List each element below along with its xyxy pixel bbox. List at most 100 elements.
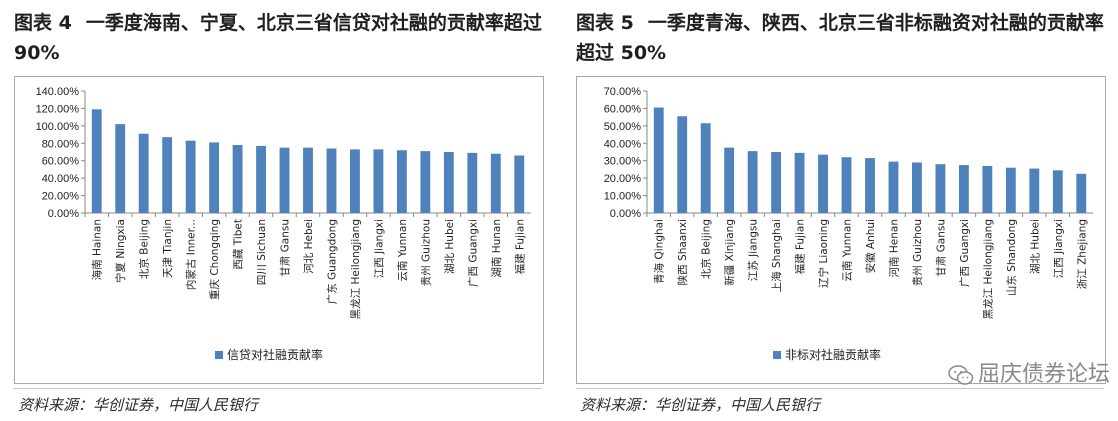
bar xyxy=(865,158,875,213)
bar xyxy=(653,107,664,213)
figure-5-number: 图表 5 xyxy=(576,12,634,34)
x-category-label: 贵州 Guizhou xyxy=(911,219,924,286)
x-category-label: 贵州 Guizhou xyxy=(419,219,432,286)
x-category-label: 海南 Hainan xyxy=(91,219,104,280)
bar xyxy=(303,147,313,213)
figure-4-divider xyxy=(14,388,542,389)
figure-4-panel: 图表 4 一季度海南、宁夏、北京三省信贷对社融的贡献率超过 90% 140.00%… xyxy=(0,0,556,421)
bar xyxy=(958,165,969,213)
y-tick-label: 20.00% xyxy=(42,191,80,203)
x-category-label: 湖南 Hunan xyxy=(490,219,503,278)
bar xyxy=(373,149,384,213)
bar xyxy=(818,154,828,213)
figure-4-source: 资料来源：华创证券，中国人民银行 xyxy=(18,396,259,414)
x-category-label: 江苏 Jiangsu xyxy=(747,219,760,281)
y-tick-label: 20.00% xyxy=(604,173,642,185)
bar xyxy=(794,152,805,213)
bar xyxy=(888,161,899,213)
y-tick-label: 100.00% xyxy=(36,121,80,133)
figure-4-title-text: 一季度海南、宁夏、北京三省信贷对社融的贡献率超过 90% xyxy=(14,12,542,64)
y-tick-label: 0.00% xyxy=(48,208,79,220)
y-tick-label: 140.00% xyxy=(36,86,80,98)
y-tick-label: 120.00% xyxy=(36,103,80,115)
x-category-label: 辽宁 Liaoning xyxy=(817,219,830,288)
x-category-label: 天津 Tianjin xyxy=(162,219,174,278)
bar xyxy=(771,152,782,213)
bar xyxy=(677,116,688,213)
x-category-label: 宁夏 Ningxia xyxy=(114,219,127,283)
x-category-label: 安徽 Anhui xyxy=(864,219,877,273)
figure-5-title-text: 一季度青海、陕西、北京三省非标融资对社融的贡献率超过 50% xyxy=(576,12,1104,64)
x-category-label: 湖北 Hubei xyxy=(1029,219,1041,274)
bar xyxy=(841,157,852,213)
y-tick-label: 70.00% xyxy=(604,86,642,98)
bar xyxy=(209,142,220,213)
bar xyxy=(279,147,290,213)
figure-5-bar-chart: 70.00% 60.00% 50.00% 40.00% 30.00% 20.00% 10.0… xyxy=(604,86,1093,362)
x-category-label: 陕西 Shaanxi xyxy=(676,219,689,285)
bar xyxy=(935,164,946,213)
bar xyxy=(490,153,501,213)
y-tick-label: 10.00% xyxy=(604,191,642,203)
bar xyxy=(443,152,454,213)
x-category-label: 新疆 Xinjiang xyxy=(723,219,736,286)
watermark: 屈庆债券论坛 xyxy=(948,356,1110,388)
y-tick-label: 60.00% xyxy=(42,156,80,168)
figure-4-number: 图表 4 xyxy=(14,12,72,34)
bar xyxy=(982,165,993,213)
x-category-label: 上海 Shanghai xyxy=(770,219,783,292)
x-category-label: 山东 Shandong xyxy=(1005,219,1018,296)
x-category-label: 广东 Guangdong xyxy=(325,219,338,304)
x-category-label: 甘肃 Gansu xyxy=(279,219,292,277)
x-category-label: 北京 Beijing xyxy=(700,219,713,279)
wechat-icon xyxy=(948,365,974,385)
bar xyxy=(1005,167,1016,213)
bar xyxy=(396,150,407,213)
legend-swatch xyxy=(215,351,223,359)
figure-5-source: 资料来源：华创证券，中国人民银行 xyxy=(580,396,821,414)
x-category-label: 西藏 Tibet xyxy=(233,219,245,270)
bar xyxy=(1029,168,1040,213)
legend-label: 非标对社融贡献率 xyxy=(785,347,881,362)
x-category-label: 云南 Yunnan xyxy=(841,219,854,282)
bar xyxy=(256,145,266,213)
x-category-label: 黑龙江 Heilongjiang xyxy=(349,219,362,319)
x-category-label: 河北 Hebei xyxy=(303,219,315,274)
bar xyxy=(747,151,758,213)
y-tick-label: 40.00% xyxy=(42,173,80,185)
x-category-label: 浙江 Zhejiang xyxy=(1076,219,1088,289)
x-category-label: 江西 Jiangxi xyxy=(373,219,385,278)
figure-5-title: 图表 5 一季度青海、陕西、北京三省非标融资对社融的贡献率超过 50% xyxy=(576,8,1106,68)
figure-5-divider xyxy=(576,388,1104,389)
y-tick-label: 50.00% xyxy=(604,121,642,133)
x-category-label: 福建 Fujian xyxy=(794,219,807,274)
y-tick-label: 30.00% xyxy=(604,156,642,168)
bar xyxy=(420,151,431,213)
figure-4-title: 图表 4 一季度海南、宁夏、北京三省信贷对社融的贡献率超过 90% xyxy=(14,8,544,68)
x-category-label: 广西 Guangxi xyxy=(959,219,971,287)
bar xyxy=(1076,173,1087,213)
bar xyxy=(91,109,102,213)
y-tick-label: 60.00% xyxy=(604,103,642,115)
x-category-label: 黑龙江 Heilongjiang xyxy=(981,219,994,319)
y-tick-label: 80.00% xyxy=(42,138,80,150)
x-category-label: 河南 Henan xyxy=(887,219,900,277)
bar xyxy=(700,123,711,213)
y-tick-label: 40.00% xyxy=(604,138,642,150)
bar xyxy=(467,152,478,213)
bar xyxy=(724,147,735,213)
bar xyxy=(1052,170,1063,213)
x-category-label: 广西 Guangxi xyxy=(467,219,479,287)
legend-swatch xyxy=(773,351,781,359)
watermark-text: 屈庆债券论坛 xyxy=(977,362,1110,387)
bar xyxy=(115,124,126,213)
x-category-label: 四川 Sichuan xyxy=(256,219,268,285)
figure-4-chart: 140.00% 120.00% 100.00% 80.00% 60.00% 40.00% 2… xyxy=(14,76,544,384)
x-category-label: 内蒙古 Inner... xyxy=(185,219,198,290)
bar xyxy=(138,133,149,213)
bar xyxy=(185,140,196,213)
x-category-label: 重庆 Chongqing xyxy=(208,219,221,300)
x-category-label: 北京 Beijing xyxy=(138,219,151,279)
legend-label: 信贷对社融贡献率 xyxy=(227,347,323,362)
bar xyxy=(912,162,922,213)
